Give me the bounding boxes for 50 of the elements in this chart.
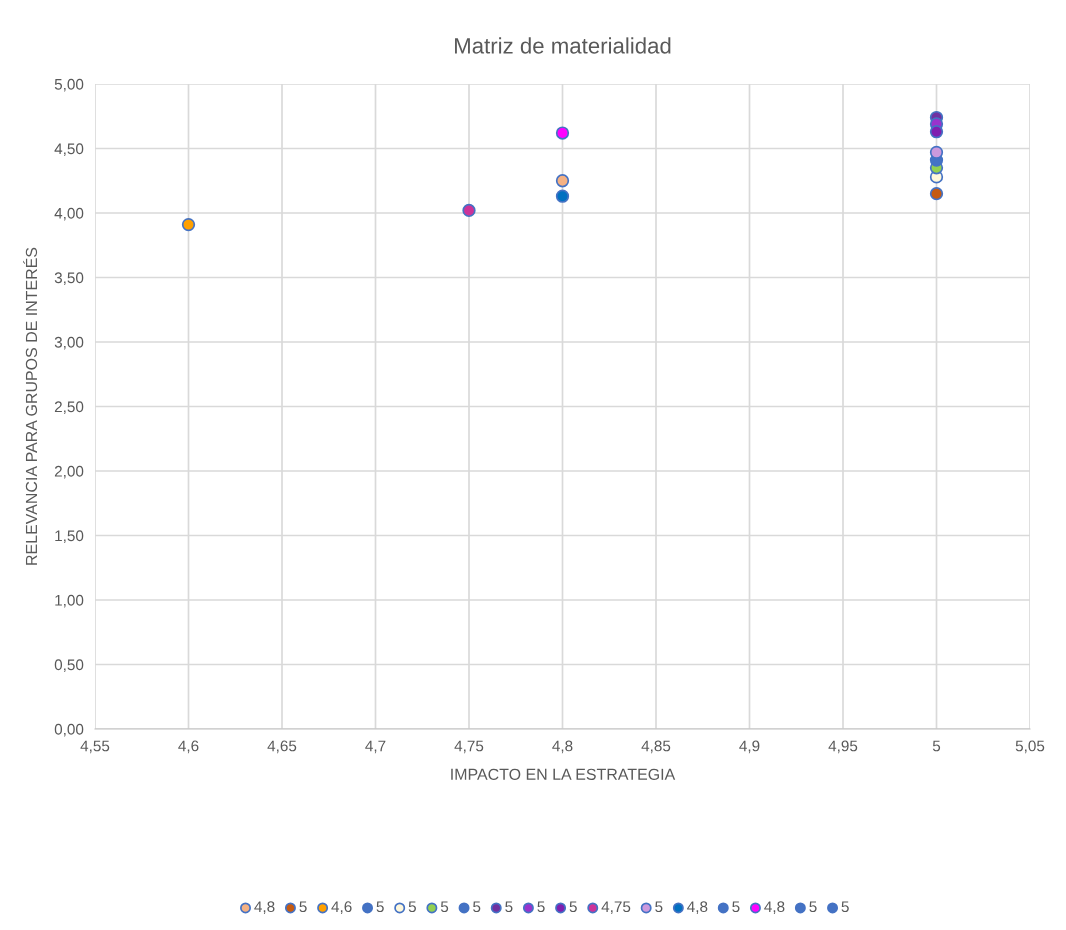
y-axis-title: RELEVANCIA PARA GRUPOS DE INTERÉS xyxy=(23,247,38,565)
x-tick-label: 4,95 xyxy=(828,740,858,754)
point xyxy=(462,203,476,218)
y-tick-label: 2,00 xyxy=(54,465,84,479)
point xyxy=(929,125,944,139)
y-tick-label: 3,50 xyxy=(54,272,84,285)
legend-label: 5 xyxy=(299,901,307,913)
legend-label: 5 xyxy=(473,901,481,913)
legend-label: 5 xyxy=(569,901,577,913)
chart-title: Matriz de materialidad xyxy=(455,37,671,54)
x-axis-title: IMPACTO EN LA ESTRATEGIA xyxy=(451,768,676,780)
legend-label: 4,8 xyxy=(254,901,275,914)
y-tick-label: 0,00 xyxy=(54,723,84,737)
y-tick-label: 1,00 xyxy=(55,594,84,608)
legend-label: 4,6 xyxy=(331,901,352,914)
y-tick-label: 0,50 xyxy=(54,659,84,672)
x-tick-label: 4,85 xyxy=(641,740,671,754)
legend-label: 5 xyxy=(440,901,449,913)
legend-label: 5 xyxy=(841,901,849,913)
x-tick-label: 4,8 xyxy=(552,740,573,754)
legend-label: 5 xyxy=(376,901,384,913)
point xyxy=(555,174,570,188)
point xyxy=(555,126,570,140)
y-tick-label: 3,00 xyxy=(54,336,84,350)
x-tick-label: 4,6 xyxy=(178,740,199,754)
y-tick-label: 4,50 xyxy=(54,143,84,156)
legend-label: 5 xyxy=(537,901,545,913)
legend-label: 5 xyxy=(505,901,513,913)
x-tick-label: 4,75 xyxy=(454,740,484,754)
legend-label: 5 xyxy=(732,901,740,913)
legend-label: 5 xyxy=(408,901,416,913)
legend-label: 4,8 xyxy=(687,901,708,914)
legend-label: 4,8 xyxy=(764,901,785,914)
x-tick-label: 5 xyxy=(932,740,941,752)
point xyxy=(181,217,196,232)
x-tick-label: 5,05 xyxy=(1015,740,1045,754)
point xyxy=(929,145,944,160)
x-tick-label: 4,55 xyxy=(80,740,110,754)
y-tick-label: 1,50 xyxy=(55,530,84,543)
point xyxy=(929,187,944,201)
y-tick-label: 4,00 xyxy=(54,207,84,221)
x-tick-label: 4,9 xyxy=(739,740,760,754)
legend-label: 4,75 xyxy=(601,901,631,914)
y-tick-label: 2,50 xyxy=(54,401,84,414)
x-tick-label: 4,65 xyxy=(267,740,297,754)
y-tick-label: 5,00 xyxy=(54,78,84,92)
point xyxy=(555,189,570,203)
legend-label: 5 xyxy=(809,901,817,913)
x-tick-label: 4,7 xyxy=(365,740,386,754)
legend-label: 5 xyxy=(655,901,663,913)
